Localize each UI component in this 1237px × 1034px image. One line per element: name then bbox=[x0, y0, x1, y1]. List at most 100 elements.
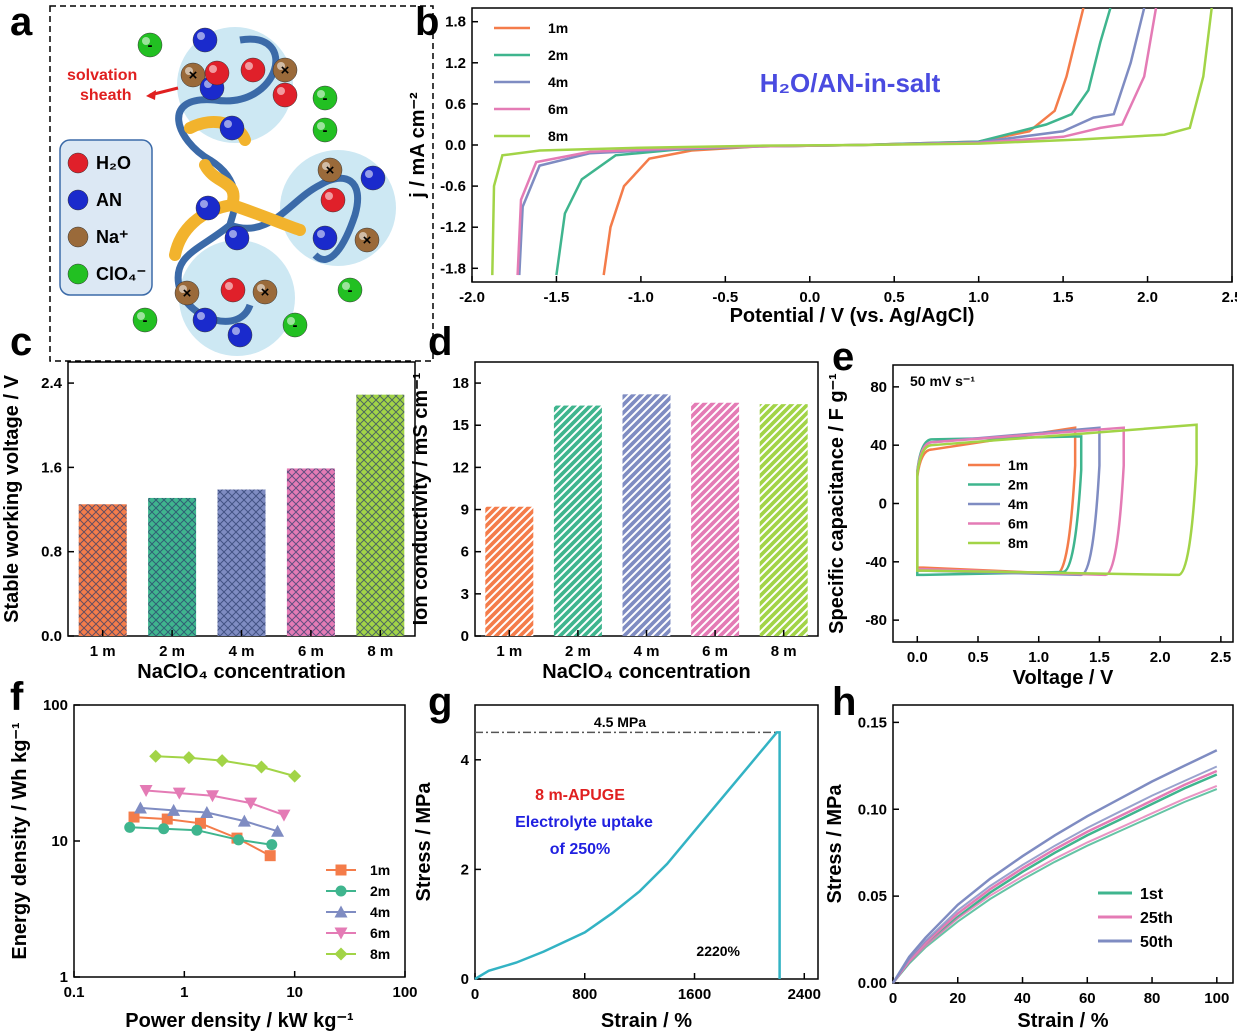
y-axis-title: Ion conductivity / mS cm⁻¹ bbox=[410, 372, 432, 625]
cv-loop-2m bbox=[916, 435, 1083, 577]
legend-label-2: Na⁺ bbox=[96, 227, 129, 247]
y-axis-title: j / mA cm⁻² bbox=[407, 92, 429, 199]
panel-c-chart: 0.0 0.8 1.6 2.4 1 m 2 m 4 m 6 m 8 m NaClO₄ concen… bbox=[1, 361, 416, 683]
point-4m-4 bbox=[271, 824, 285, 837]
y-tick-label: 1 bbox=[60, 969, 68, 986]
y-tick-label: -1.2 bbox=[440, 219, 466, 236]
legend-label-8m: 8m bbox=[1008, 535, 1028, 551]
atom-highlight bbox=[142, 37, 150, 45]
atom-5 bbox=[240, 57, 266, 83]
x-tick-label: 4 m bbox=[634, 643, 660, 660]
legend-label-4m: 4m bbox=[548, 74, 568, 90]
series-line-50th bbox=[891, 749, 1218, 984]
y-tick-label: 1.8 bbox=[445, 14, 466, 31]
legend-atom-0 bbox=[67, 152, 89, 174]
x-axis-title: NaClO₄ concentration bbox=[542, 661, 750, 683]
y-tick-label: 0.00 bbox=[858, 975, 887, 992]
atom-1 bbox=[192, 27, 218, 53]
legend-label-6m: 6m bbox=[1008, 516, 1028, 532]
y-tick-label: -80 bbox=[865, 612, 887, 629]
atom-highlight bbox=[245, 62, 253, 70]
point-8m-1 bbox=[182, 751, 196, 765]
atom-highlight bbox=[137, 312, 145, 320]
x-tick-label: 60 bbox=[1079, 990, 1096, 1007]
atom-highlight bbox=[317, 90, 325, 98]
x-axis-title: Power density / kW kg⁻¹ bbox=[125, 1010, 354, 1032]
point-6m-3 bbox=[244, 797, 258, 810]
atom-18 bbox=[224, 225, 250, 251]
bar-2 bbox=[622, 394, 671, 636]
schematic-atoms: - × × - - × × - × × - - bbox=[132, 27, 386, 348]
x-tick-label: 6 m bbox=[298, 643, 324, 660]
x-tick-label: 1600 bbox=[678, 986, 711, 1003]
legend-label-8m: 8m bbox=[370, 946, 390, 962]
chart-title: H₂O/AN-in-salt bbox=[760, 68, 941, 98]
x-tick-label: 6 m bbox=[702, 643, 728, 660]
elongation-label: 2220% bbox=[696, 943, 740, 959]
point-8m-4 bbox=[288, 769, 302, 783]
atom-17 bbox=[195, 195, 221, 221]
panel-e-chart: 0.0 0.5 1.0 1.5 2.0 2.5 -80 -40 0 40 80 Voltage / V… bbox=[826, 364, 1234, 689]
series-unload-1st bbox=[892, 788, 1218, 984]
legend-marker-4m bbox=[334, 905, 348, 918]
na-charge: × bbox=[326, 162, 335, 179]
legend-marker-1m bbox=[335, 864, 347, 876]
plot-frame bbox=[474, 704, 819, 980]
panel-label-d: d bbox=[428, 320, 452, 364]
x-axis-title: Voltage / V bbox=[1013, 667, 1114, 689]
x-tick-label: 20 bbox=[949, 990, 966, 1007]
scan-rate-annotation: 50 mV s⁻¹ bbox=[910, 373, 975, 389]
panel-label-b: b bbox=[415, 0, 439, 44]
legend-marker-6m bbox=[334, 927, 348, 940]
uptake-label-1: Electrolyte uptake bbox=[515, 814, 653, 831]
y-axis-title: Stable working voltage / V bbox=[1, 374, 23, 622]
atom-highlight bbox=[197, 32, 205, 40]
legend-label-6m: 6m bbox=[548, 101, 568, 117]
legend-label-6m: 6m bbox=[370, 925, 390, 941]
x-tick-label: 2.0 bbox=[1137, 289, 1158, 306]
legend-label-1m: 1m bbox=[548, 20, 568, 36]
y-tick-label: 0.15 bbox=[858, 714, 887, 731]
legend-label-8m: 8m bbox=[548, 128, 568, 144]
atom-23 bbox=[227, 322, 253, 348]
legend-label-4m: 4m bbox=[1008, 496, 1028, 512]
atom-7 bbox=[272, 82, 298, 108]
solvation-label-line1: solvation bbox=[67, 67, 137, 84]
sample-label: 8 m-APUGE bbox=[535, 787, 625, 804]
uptake-label-2: of 250% bbox=[550, 841, 610, 858]
x-tick-label: 0.5 bbox=[884, 289, 905, 306]
point-4m-3 bbox=[237, 814, 251, 827]
atom-highlight bbox=[325, 192, 333, 200]
y-axis-title: Stress / MPa bbox=[824, 784, 846, 904]
atom-highlight bbox=[229, 230, 237, 238]
x-tick-label: 0.0 bbox=[907, 649, 928, 666]
point-2m-2 bbox=[191, 824, 203, 836]
schematic-legend: H₂O AN Na⁺ ClO₄⁻ bbox=[59, 139, 153, 296]
x-tick-label: 2.5 bbox=[1210, 649, 1231, 666]
cv-loop-1m bbox=[916, 426, 1077, 575]
clo4-charge: - bbox=[323, 90, 328, 107]
plot-frame bbox=[892, 364, 1234, 643]
y-tick-label: 0.0 bbox=[41, 628, 62, 645]
atom-highlight bbox=[257, 284, 265, 292]
x-tick-label: 1.5 bbox=[1053, 289, 1074, 306]
plot-frame bbox=[892, 704, 1234, 984]
point-2m-0 bbox=[124, 821, 136, 833]
point-6m-0 bbox=[139, 785, 153, 798]
atom-highlight bbox=[224, 120, 232, 128]
y-tick-label: 80 bbox=[870, 379, 887, 396]
y-tick-label: 2.4 bbox=[41, 375, 63, 392]
atom-10 bbox=[219, 115, 245, 141]
atom-14 bbox=[312, 225, 338, 251]
y-tick-label: 0.10 bbox=[858, 801, 887, 818]
x-tick-label: 0 bbox=[889, 990, 897, 1007]
x-tick-label: 1 bbox=[180, 984, 188, 1001]
legend-marker-2m bbox=[335, 885, 347, 897]
atom-highlight bbox=[185, 67, 193, 75]
x-tick-label: 1.0 bbox=[968, 289, 989, 306]
panel-h-chart: 0 20 40 60 80 100 0.00 0.05 0.10 0.15 Strain / % St… bbox=[824, 704, 1234, 1032]
point-8m-2 bbox=[215, 754, 229, 768]
na-charge: × bbox=[189, 67, 198, 84]
legend-label-50th: 50th bbox=[1140, 934, 1173, 951]
na-charge: × bbox=[261, 284, 270, 301]
